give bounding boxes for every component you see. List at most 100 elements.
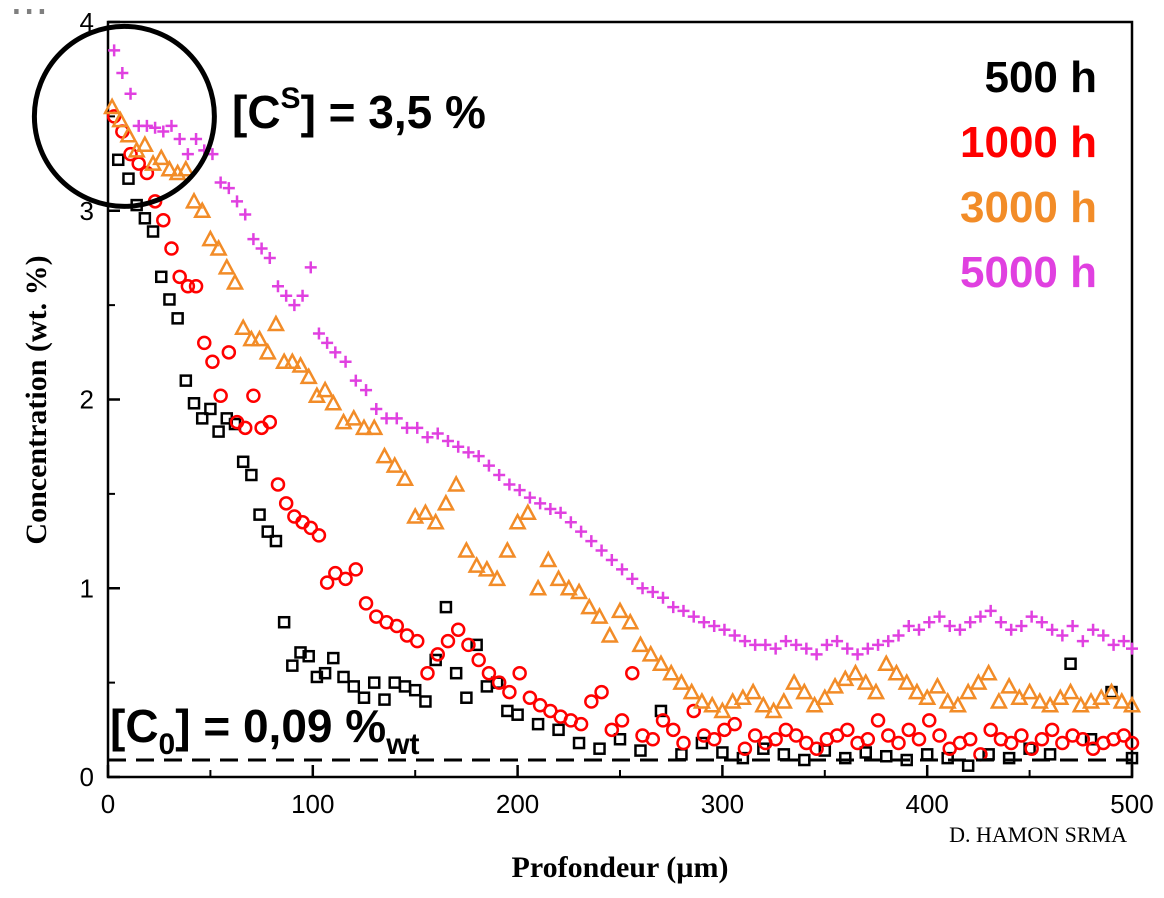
point-500-h [501,704,514,718]
point-1000-h [1124,735,1140,751]
point-1000-h [205,354,220,369]
point-5000-h [882,635,895,648]
point-1000-h [237,420,253,436]
legend-3000-h: 3000 h [960,183,1097,232]
point-3000-h [234,318,253,336]
point-3000-h [764,701,783,719]
point-3000-h [549,569,568,587]
point-5000-h [646,586,659,599]
point-5000-h [349,374,362,387]
point-500-h [318,666,332,680]
point-500-h [347,680,361,693]
point-3000-h [436,493,456,511]
point-3000-h [250,329,269,347]
point-3000-h [692,691,712,709]
y-tick-label: 2 [80,385,94,415]
point-3000-h [365,418,384,436]
point-3000-h [907,682,927,700]
point-500-h [253,508,266,521]
point-5000-h [595,544,608,557]
point-1000-h [676,735,691,751]
point-500-h [286,659,299,672]
point-3000-h [651,654,671,671]
point-500-h [859,746,873,759]
point-500-h [1125,751,1139,765]
y-tick-label: 4 [80,7,94,37]
point-3000-h [193,201,212,218]
point-500-h [419,695,432,708]
point-5000-h [124,87,137,100]
point-5000-h [523,491,536,504]
point-3000-h [928,676,947,694]
x-axis-title: Profondeur (µm) [512,851,729,884]
point-500-h [388,676,401,689]
point-5000-h [108,44,121,57]
y-tick-label: 3 [80,196,94,226]
point-1000-h [737,741,753,756]
point-3000-h [989,691,1008,709]
x-tick-label: 400 [906,789,949,819]
point-500-h [367,676,381,689]
point-5000-h [1005,623,1018,636]
point-5000-h [994,616,1007,629]
point-1000-h [188,279,204,294]
point-3000-h [518,503,537,520]
point-500-h [572,736,586,750]
point-5000-h [636,582,649,595]
credit-text: D. HAMON SRMA [949,822,1127,847]
point-1000-h [440,633,456,649]
point-1000-h [860,732,876,747]
point-1000-h [727,716,742,732]
point-500-h [357,691,371,704]
point-1000-h [881,728,896,743]
point-3000-h [1061,682,1080,700]
point-3000-h [918,688,937,705]
point-1000-h [1014,728,1029,743]
point-3000-h [938,691,957,709]
point-1000-h [1024,741,1039,756]
point-500-h [302,649,315,663]
point-1000-h [1075,732,1091,747]
legend-500-h: 500 h [984,53,1097,102]
point-5000-h [339,355,352,368]
point-5000-h [534,497,547,510]
point-5000-h [708,620,721,632]
point-5000-h [360,384,373,397]
point-5000-h [892,629,905,642]
x-tick-label: 0 [101,789,115,819]
point-1000-h [870,713,886,728]
point-5000-h [728,629,741,642]
point-3000-h [217,257,236,275]
point-3000-h [160,159,179,177]
point-500-h [593,742,606,755]
point-500-h [531,717,545,731]
point-3000-h [111,110,130,128]
point-5000-h [800,642,813,655]
c0-annotation: [C0] = 0,09 %wt [110,700,420,761]
point-1000-h [172,269,187,285]
point-3000-h [1112,691,1131,709]
point-3000-h [375,446,394,464]
x-tick-label: 100 [291,789,334,819]
point-5000-h [503,478,516,491]
cs-label: [C [232,86,281,138]
point-5000-h [421,431,434,444]
point-1000-h [788,728,804,743]
point-500-h [695,736,709,750]
point-5000-h [769,642,782,655]
point-3000-h [774,691,793,709]
point-500-h [378,693,391,706]
legend-5000-h: 5000 h [960,248,1097,297]
point-5000-h [923,616,936,629]
point-5000-h [390,412,403,425]
point-5000-h [149,121,162,134]
point-5000-h [759,638,772,651]
point-3000-h [631,635,650,653]
point-5000-h [902,620,915,632]
point-500-h [261,525,274,538]
point-3000-h [1102,682,1121,700]
c0-subscript-wt: wt [385,728,419,761]
point-5000-h [380,412,393,425]
point-3000-h [1122,695,1142,713]
x-tick-label: 500 [1110,789,1153,819]
